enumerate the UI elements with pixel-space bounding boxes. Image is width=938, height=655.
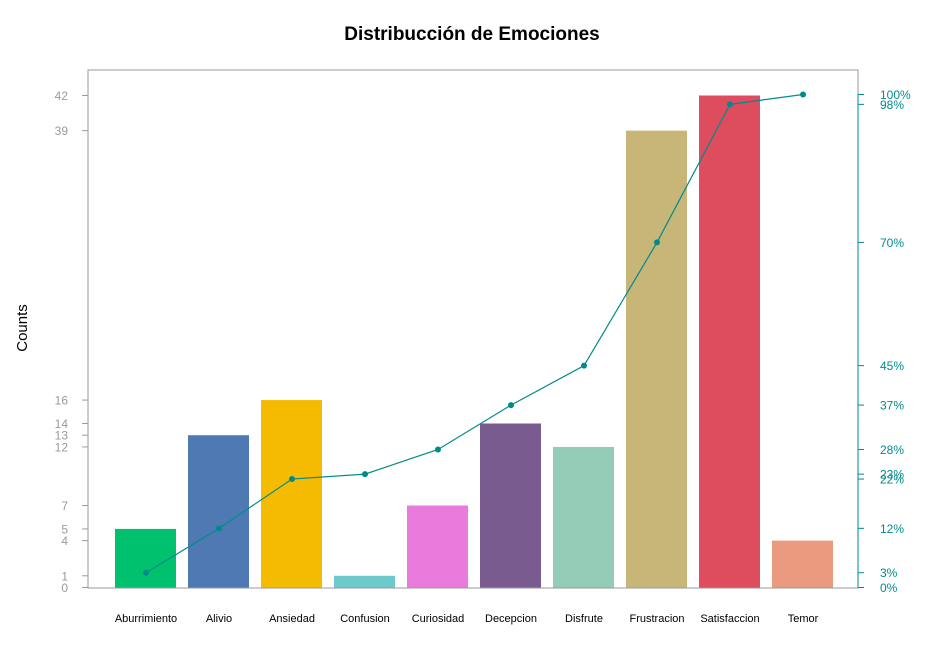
x-axis-labels: Aburrimiento Alivio Ansiedad Confusion Curio…	[115, 613, 819, 625]
right-axis-tick-label: 3%	[880, 566, 898, 580]
cumulative-point	[362, 471, 368, 478]
cumulative-point	[508, 402, 514, 409]
x-axis-tick-label: Aburrimiento	[115, 613, 177, 625]
x-axis-tick-label: Temor	[788, 613, 819, 625]
left-axis-tick-label: 39	[55, 124, 69, 138]
right-axis-tick-label: 70%	[880, 236, 904, 250]
bar	[772, 540, 833, 588]
cumulative-point	[143, 569, 149, 576]
left-axis-tick-label: 0	[61, 581, 68, 595]
right-axis: 0%3% 12% 22%23% 28% 37% 45% 70% 98%100%	[857, 88, 911, 595]
bar	[115, 528, 176, 588]
cumulative-point	[800, 91, 806, 98]
x-axis-tick-label: Satisfaccion	[700, 613, 759, 625]
cumulative-point	[581, 362, 587, 369]
bar	[188, 435, 249, 588]
bar	[553, 446, 614, 588]
right-axis-tick-label: 45%	[880, 359, 904, 373]
cumulative-point	[435, 446, 441, 453]
x-axis-tick-label: Frustracion	[629, 613, 684, 625]
left-axis-tick-label: 42	[55, 89, 69, 103]
right-axis-tick-label: 0%	[880, 581, 898, 595]
right-axis-tick-label: 12%	[880, 522, 904, 536]
bar	[626, 130, 687, 588]
right-axis-tick-label: 28%	[880, 443, 904, 457]
cumulative-line	[145, 93, 804, 574]
y-axis-label: Counts	[14, 304, 31, 352]
cumulative-point	[654, 239, 660, 246]
x-axis-tick-label: Alivio	[206, 613, 232, 625]
left-axis-tick-label: 7	[61, 499, 68, 513]
x-axis-tick-label: Curiosidad	[412, 613, 465, 625]
cumulative-point	[216, 525, 222, 532]
right-axis-tick-label: 22%	[880, 473, 904, 487]
x-axis-tick-label: Disfrute	[565, 613, 603, 625]
x-axis-tick-label: Ansiedad	[269, 613, 315, 625]
right-axis-tick-label: 37%	[880, 399, 904, 413]
bar	[480, 423, 541, 588]
cumulative-point	[727, 101, 733, 108]
left-axis-tick-label: 13	[55, 429, 69, 443]
right-axis-tick-label: 100%	[880, 88, 911, 102]
x-axis-tick-label: Confusion	[340, 613, 390, 625]
left-axis-tick-label: 4	[61, 534, 68, 548]
right-axis-tick-label: 23%	[880, 468, 904, 482]
bar	[334, 575, 395, 588]
left-axis-tick-label: 1	[61, 569, 68, 583]
left-axis-tick-label: 5	[61, 522, 68, 536]
left-axis-tick-label: 16	[55, 394, 69, 408]
bar	[699, 95, 760, 588]
x-axis-tick-label: Decepcion	[485, 613, 537, 625]
left-axis-tick-label: 14	[55, 417, 69, 431]
bars-group	[115, 95, 833, 588]
right-axis-tick-label: 98%	[880, 98, 904, 112]
bar	[407, 505, 468, 588]
left-axis-tick-label: 12	[55, 440, 69, 454]
cumulative-line-group	[143, 91, 806, 576]
cumulative-point	[289, 476, 295, 483]
chart-title: Distribucción de Emociones	[344, 24, 600, 45]
